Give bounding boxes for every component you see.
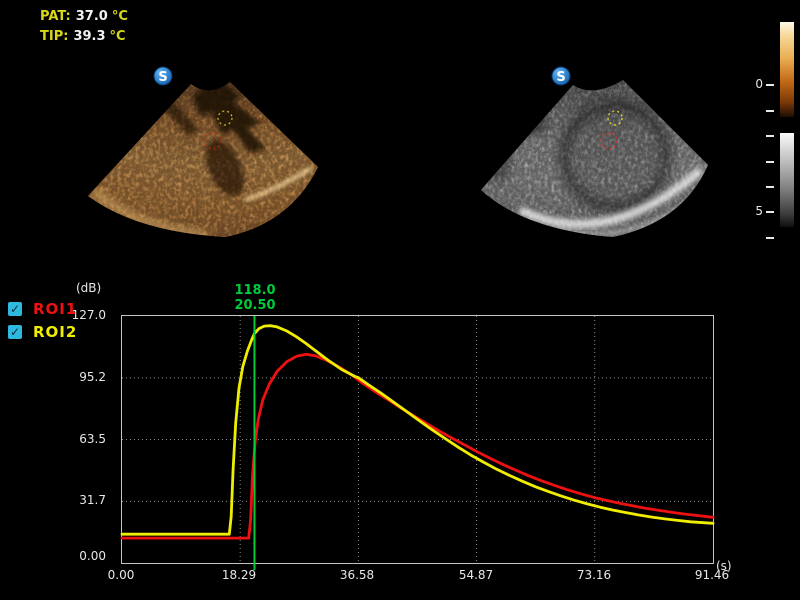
x-tick-label: 54.87 [458,568,494,582]
x-tick-label: 18.29 [221,568,257,582]
depth-tick [766,161,774,163]
depth-tick [766,237,774,239]
cursor-value: 118.0 [234,283,276,298]
vendor-logo: S [153,66,173,86]
x-tick-label: 36.58 [339,568,375,582]
roi1-marker-contrast[interactable] [204,132,222,150]
roi2-label: ROI2 [33,323,78,341]
roi1-marker-bmode[interactable] [600,132,618,150]
bmode-ultrasound-image: S [481,66,708,237]
x-axis-unit-label: (s) [716,559,732,573]
time-intensity-plot[interactable] [120,315,715,570]
roi1-checkbox[interactable]: ✓ [8,302,22,316]
logo-letter: S [158,70,167,85]
tip-value: 39.3 [73,29,106,44]
logo-letter: S [556,70,565,85]
temperature-panel: PAT: 37.0 °C TIP: 39.3 °C [40,7,128,47]
y-tick-label: 63.5 [79,432,106,446]
y-tick-label: 127.0 [71,308,106,322]
x-tick-label: 91.46 [694,568,730,582]
depth-tick [766,211,774,213]
vendor-logo: S [551,66,571,86]
roi2-marker-bmode[interactable] [607,110,623,126]
echo-streak [244,166,313,202]
tip-label: TIP: [40,29,69,44]
legend-item-roi2: ✓ ROI2 [8,323,78,341]
contrast-colormap-bar [780,22,794,117]
vessel-shadow [192,82,266,153]
depth-tick-label: 5 [755,204,763,218]
depth-tick [766,135,774,137]
cursor-readout: 118.0 20.50 [214,283,296,313]
tip-unit: °C [109,29,126,44]
y-tick-label: 95.2 [79,370,106,384]
patient-temperature: PAT: 37.0 °C [40,7,128,27]
roi1-curve [120,352,715,540]
roi2-curve [120,324,715,536]
bmode-colormap-bar [780,133,794,227]
contrast-ultrasound-image: S [88,66,318,237]
legend-item-roi1: ✓ ROI1 [8,300,78,318]
depth-tick-label: 0 [755,77,763,91]
y-tick-label: 0.00 [79,549,106,563]
pat-value: 37.0 [75,9,108,24]
lesion-outline [559,100,671,212]
y-tick-label: 31.7 [79,493,106,507]
x-tick-label: 0.00 [107,568,135,582]
tip-temperature: TIP: 39.3 °C [40,27,128,47]
depth-tick [766,84,774,86]
roi2-checkbox[interactable]: ✓ [8,325,22,339]
cursor-time: 20.50 [234,298,276,313]
depth-tick [766,186,774,188]
roi1-label: ROI1 [33,300,78,318]
roi2-marker-contrast[interactable] [217,110,233,126]
bright-band [518,166,704,229]
pat-unit: °C [111,9,128,24]
x-tick-label: 73.16 [576,568,612,582]
depth-tick [766,110,774,112]
pat-label: PAT: [40,9,71,24]
y-axis-unit-label: (dB) [76,281,102,295]
